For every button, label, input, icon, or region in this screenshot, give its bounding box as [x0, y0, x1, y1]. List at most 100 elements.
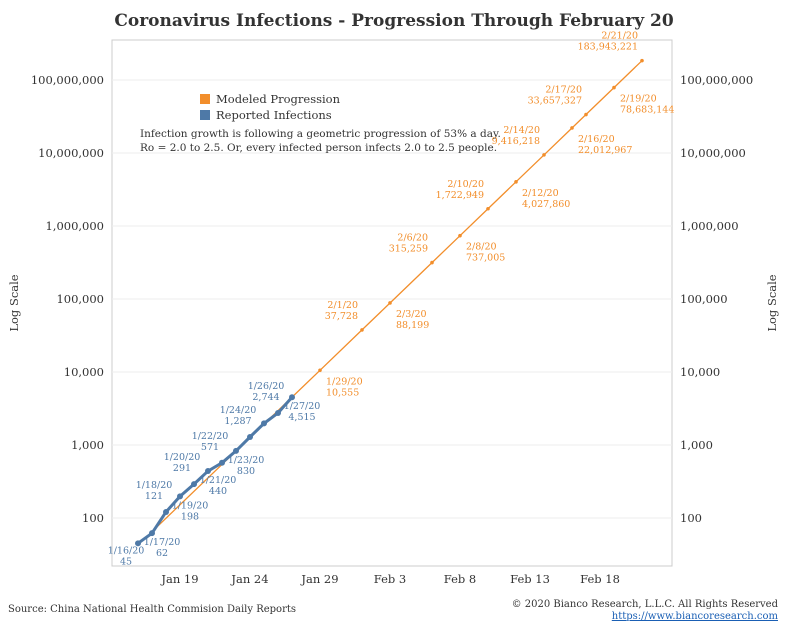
y-tick-label: 1,000,000: [45, 219, 104, 233]
reported-value-label: 62: [156, 548, 168, 559]
source-note: Source: China National Health Commision …: [8, 604, 297, 615]
reported-value-label: 1,287: [224, 416, 251, 427]
reported-date-label: 1/17/20: [144, 537, 181, 548]
modeled-value-label: 4,027,860: [522, 199, 570, 210]
modeled-date-label: 2/8/20: [466, 242, 497, 253]
modeled-date-label: 2/6/20: [397, 233, 428, 244]
modeled-value-label: 737,005: [466, 253, 505, 264]
modeled-date-label: 1/29/20: [326, 376, 363, 387]
y-tick-label: 1,000: [71, 438, 104, 452]
copyright: © 2020 Bianco Research, L.L.C. All Right…: [511, 599, 778, 610]
reported-date-label: 1/26/20: [248, 381, 285, 392]
y-tick-label-right: 1,000,000: [680, 219, 739, 233]
reported-value-label: 440: [209, 486, 227, 497]
reported-value-label: 2,744: [252, 392, 279, 403]
reported-point: [233, 447, 239, 454]
x-tick-label: Feb 3: [374, 572, 407, 586]
reported-value-label: 291: [173, 463, 191, 474]
modeled-date-label: 2/1/20: [327, 300, 358, 311]
reported-point: [163, 508, 169, 515]
reported-date-label: 1/22/20: [192, 431, 229, 442]
legend-swatch: [200, 94, 210, 104]
x-tick-label: Feb 13: [510, 572, 550, 586]
modeled-value-label: 10,555: [326, 387, 359, 398]
modeled-point: [486, 206, 490, 211]
reported-date-label: 1/18/20: [136, 480, 173, 491]
y-axis-label: Log Scale: [7, 274, 21, 331]
y-tick-label-right: 100,000: [680, 292, 728, 306]
reported-value-label: 830: [237, 466, 255, 477]
modeled-date-label: 2/17/20: [545, 85, 582, 96]
modeled-value-label: 183,943,221: [578, 42, 638, 53]
modeled-point: [514, 180, 518, 184]
modeled-point: [640, 58, 644, 63]
y-tick-label: 100,000,000: [31, 73, 104, 87]
reported-date-label: 1/24/20: [220, 405, 257, 416]
x-tick-label: Feb 8: [444, 572, 477, 586]
reported-date-label: 1/21/20: [200, 475, 237, 486]
modeled-point: [584, 112, 588, 117]
reported-point: [261, 420, 267, 427]
modeled-point: [360, 328, 364, 332]
modeled-value-label: 78,683,144: [620, 105, 674, 116]
reported-point: [191, 481, 197, 488]
x-tick-label: Jan 24: [230, 572, 268, 586]
reported-value-label: 4,515: [288, 412, 315, 423]
y-tick-label-right: 100,000,000: [680, 73, 753, 87]
modeled-value-label: 315,259: [389, 244, 428, 255]
reported-point: [135, 540, 141, 547]
modeled-value-label: 9,416,218: [492, 136, 540, 147]
reported-point: [219, 459, 225, 466]
modeled-date-label: 2/19/20: [620, 94, 657, 105]
modeled-point: [612, 85, 616, 90]
y-tick-label-right: 10,000,000: [680, 146, 746, 160]
modeled-point: [318, 368, 322, 373]
y-tick-label: 10,000,000: [38, 146, 104, 160]
modeled-date-label: 2/10/20: [447, 179, 484, 190]
modeled-point: [458, 233, 462, 238]
legend-label: Modeled Progression: [216, 92, 341, 106]
y-axis-label-right: Log Scale: [765, 274, 779, 331]
modeled-point: [430, 260, 434, 265]
y-tick-label-right: 10,000: [680, 365, 720, 379]
legend-swatch: [200, 110, 210, 120]
plot-area: [111, 39, 673, 567]
modeled-value-label: 1,722,949: [436, 190, 484, 201]
reported-point: [177, 493, 183, 500]
annotation: Ro = 2.0 to 2.5. Or, every infected pers…: [140, 142, 497, 154]
x-tick-label: Feb 18: [580, 572, 620, 586]
reported-point: [247, 434, 253, 441]
reported-date-label: 1/19/20: [172, 500, 209, 511]
chart-title: Coronavirus Infections - Progression Thr…: [114, 11, 673, 31]
y-tick-label-right: 1,000: [680, 438, 713, 452]
y-tick-label: 100: [82, 511, 104, 525]
modeled-date-label: 2/16/20: [578, 134, 615, 145]
y-tick-label: 10,000: [64, 365, 104, 379]
modeled-point: [388, 301, 392, 305]
modeled-value-label: 22,012,967: [578, 145, 632, 156]
reported-date-label: 1/23/20: [228, 455, 265, 466]
annotation: Infection growth is following a geometri…: [140, 128, 501, 140]
modeled-date-label: 2/3/20: [396, 309, 427, 320]
modeled-point: [542, 153, 546, 157]
modeled-value-label: 33,657,327: [528, 96, 582, 107]
reported-point: [275, 409, 281, 416]
reported-date-label: 1/27/20: [284, 401, 321, 412]
modeled-value-label: 88,199: [396, 320, 429, 331]
legend-label: Reported Infections: [216, 108, 332, 122]
modeled-point: [570, 126, 574, 130]
x-tick-label: Jan 29: [300, 572, 338, 586]
modeled-date-label: 2/12/20: [522, 188, 559, 199]
modeled-date-label: 2/14/20: [503, 125, 540, 136]
reported-point: [205, 468, 211, 475]
reported-value-label: 571: [201, 442, 219, 453]
modeled-value-label: 37,728: [325, 311, 358, 322]
y-tick-label-right: 100: [680, 511, 702, 525]
reported-point: [289, 394, 295, 401]
reported-value-label: 45: [120, 556, 132, 567]
reported-point: [149, 530, 155, 537]
x-tick-label: Jan 19: [160, 572, 198, 586]
reported-value-label: 121: [145, 491, 163, 502]
website-link[interactable]: https://www.biancoresearch.com: [611, 611, 778, 622]
